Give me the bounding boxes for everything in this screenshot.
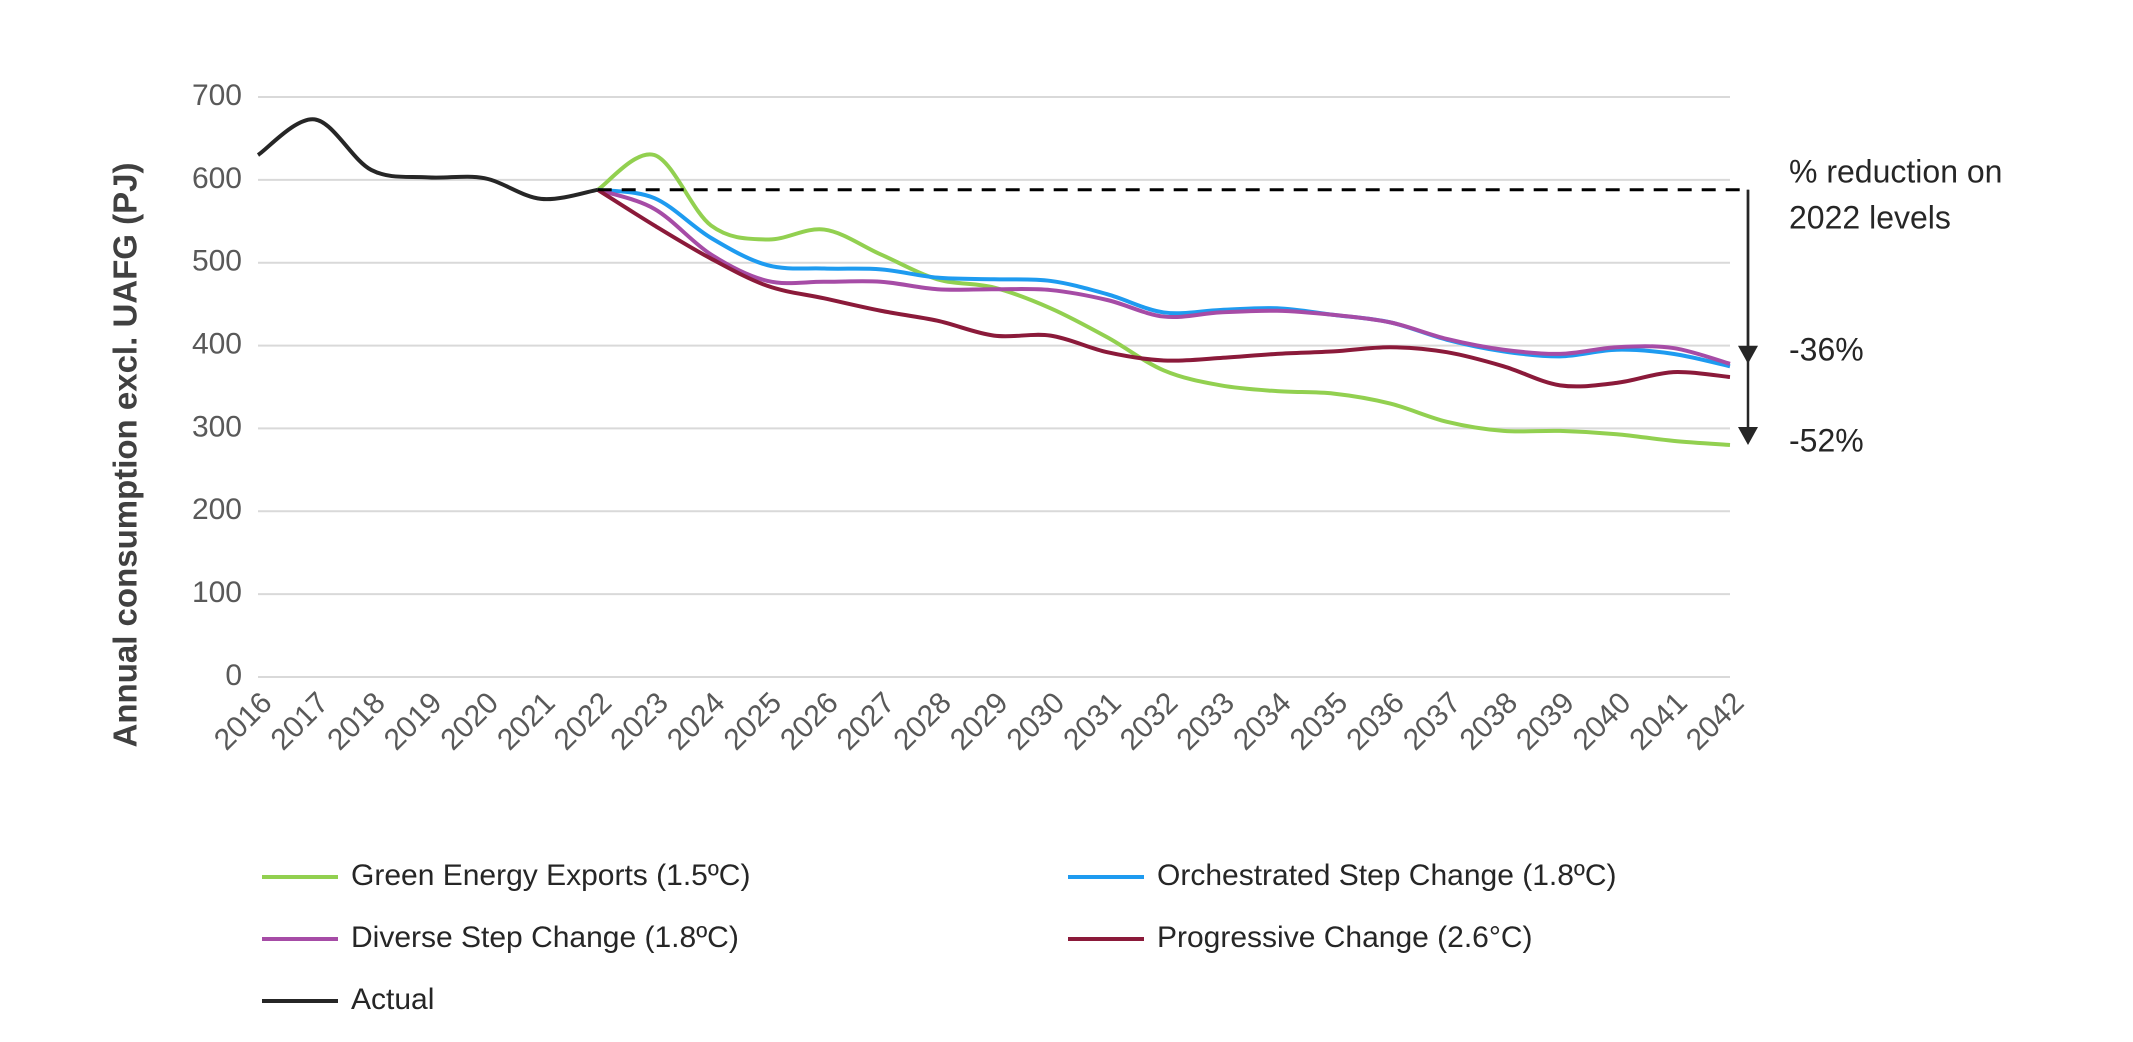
- x-tick-label: 2022: [548, 686, 619, 757]
- x-tick-label: 2039: [1510, 686, 1581, 757]
- legend-label: Green Energy Exports (1.5ºC): [351, 859, 750, 892]
- x-tick-label: 2016: [208, 686, 279, 757]
- y-tick-label: 400: [192, 327, 242, 360]
- x-tick-label: 2018: [321, 686, 392, 757]
- x-tick-label: 2030: [1001, 686, 1072, 757]
- x-tick-label: 2041: [1623, 686, 1694, 757]
- reduction-label: -52%: [1789, 422, 1864, 458]
- series-line: [597, 187, 1731, 369]
- y-tick-label: 700: [192, 79, 242, 112]
- y-tick-label: 100: [192, 576, 242, 609]
- x-tick-label: 2038: [1454, 686, 1525, 757]
- x-tick-label: 2017: [265, 686, 336, 757]
- series-line: [256, 117, 599, 202]
- series-line: [596, 188, 1731, 389]
- annotation: 2022 levels: [1789, 199, 1951, 235]
- reduction-label: -36%: [1789, 331, 1864, 367]
- x-tick-label: 2029: [944, 686, 1015, 757]
- x-tick-label: 2034: [1227, 686, 1298, 757]
- x-tick-label: 2032: [1114, 686, 1185, 757]
- x-tick-label: 2019: [378, 686, 449, 757]
- x-tick-label: 2035: [1284, 686, 1355, 757]
- x-tick-label: 2026: [774, 686, 845, 757]
- x-tick-label: 2020: [434, 686, 505, 757]
- x-tick-label: 2031: [1057, 686, 1128, 757]
- x-tick-label: 2040: [1567, 686, 1638, 757]
- x-tick-label: 2021: [491, 686, 562, 757]
- series-line: [597, 187, 1731, 366]
- x-tick-label: 2027: [831, 686, 902, 757]
- y-tick-label: 300: [192, 410, 242, 443]
- legend-label: Progressive Change (2.6°C): [1157, 921, 1533, 954]
- x-tick-label: 2037: [1397, 686, 1468, 757]
- arrow-head: [1738, 427, 1758, 445]
- x-tick-label: 2042: [1680, 686, 1751, 757]
- y-tick-label: 600: [192, 162, 242, 195]
- x-tick-label: 2028: [887, 686, 958, 757]
- x-tick-label: 2036: [1340, 686, 1411, 757]
- x-tick-label: 2024: [661, 686, 732, 757]
- legend-label: Orchestrated Step Change (1.8ºC): [1157, 859, 1617, 892]
- y-axis-label: Annual consumption excl. UAFG (PJ): [107, 163, 144, 748]
- x-tick-label: 2023: [604, 686, 675, 757]
- y-tick-label: 500: [192, 245, 242, 278]
- y-tick-label: 200: [192, 493, 242, 526]
- x-tick-label: 2025: [718, 686, 789, 757]
- y-tick-label: 0: [225, 659, 242, 692]
- legend-label: Actual: [351, 983, 434, 1016]
- series-line: [596, 152, 1731, 447]
- x-tick-label: 2033: [1170, 686, 1241, 757]
- annotation: % reduction on: [1789, 153, 2002, 189]
- legend-label: Diverse Step Change (1.8ºC): [351, 921, 739, 954]
